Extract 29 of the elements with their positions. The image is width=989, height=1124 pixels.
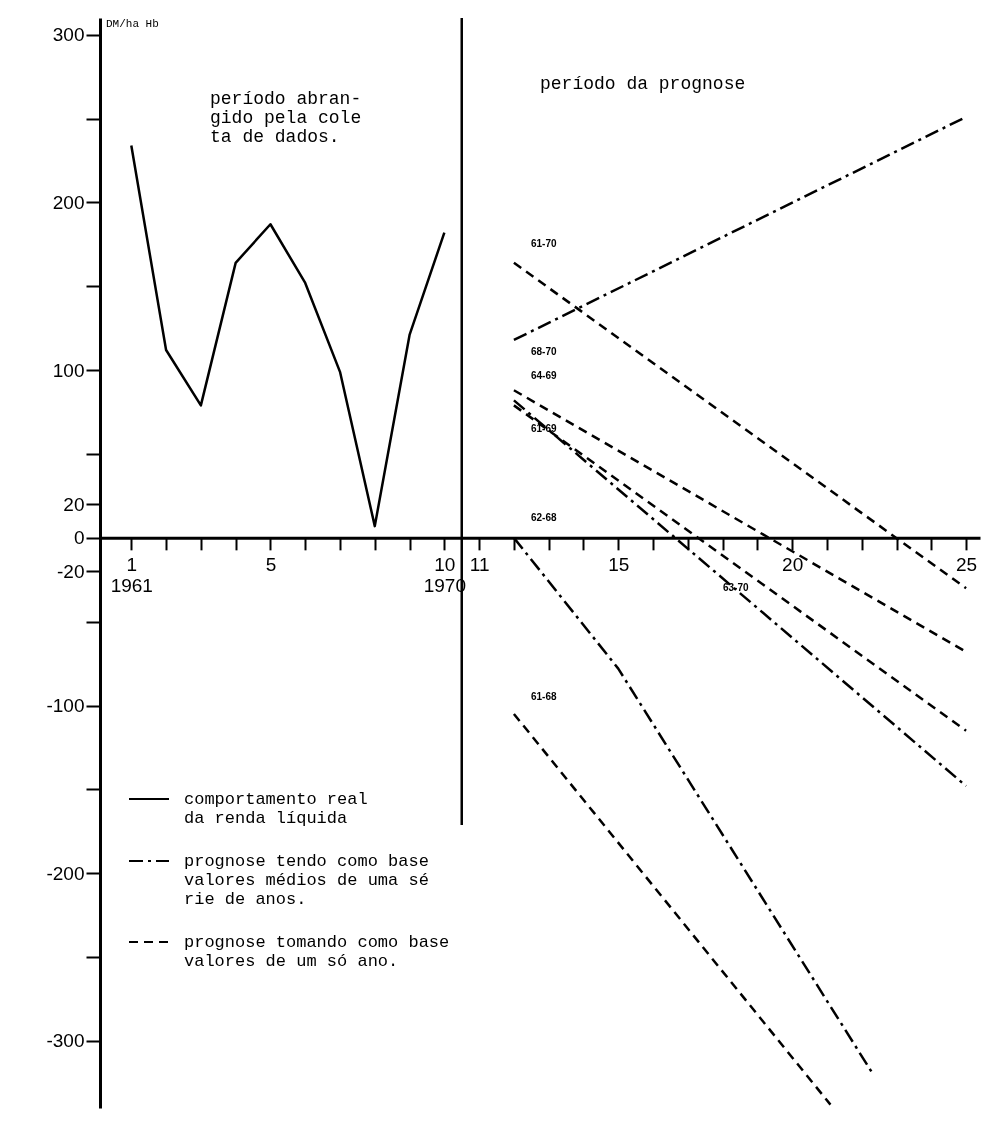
y-axis-title: DM/ha Hb [106, 18, 159, 30]
y-tick-label: 0 [73, 527, 85, 549]
x-tick-label: 25 [956, 554, 978, 576]
annotation: 62-68 [531, 512, 558, 523]
annotation: período da prognose [540, 74, 746, 94]
legend-label: prognose tomando como base valores de um só ano. [184, 933, 450, 971]
y-tick-label: 300 [52, 24, 85, 46]
x-tick-label: 1 1961 [110, 554, 153, 597]
y-tick-label: 100 [52, 359, 85, 381]
y-tick-label: -300 [46, 1030, 85, 1052]
x-tick-label: 5 [265, 554, 277, 576]
legend-label: prognose tendo como base valores médios de uma sé rie de anos. [184, 852, 429, 909]
x-tick-label: 20 [782, 554, 804, 576]
y-tick-label: 200 [52, 191, 85, 213]
x-tick-label: 11 [469, 554, 490, 576]
x-tick-label: 15 [608, 554, 630, 576]
annotation: 61-68 [531, 691, 558, 702]
annotation: 63-70 [723, 582, 750, 593]
annotation: 64-69 [531, 370, 558, 381]
annotation: 68-70 [531, 346, 558, 357]
legend-label: comportamento real da renda líquida [184, 790, 368, 828]
y-tick-label: 20 [63, 493, 85, 515]
y-tick-label: -100 [46, 695, 85, 717]
line-series [130, 144, 446, 528]
annotation: 61-70 [531, 238, 558, 249]
annotation: período abran- gido pela cole ta de dados. [210, 89, 362, 147]
y-tick-label: -200 [46, 862, 85, 884]
y-tick-label: -20 [57, 560, 85, 582]
annotation: 61-69 [531, 423, 558, 434]
